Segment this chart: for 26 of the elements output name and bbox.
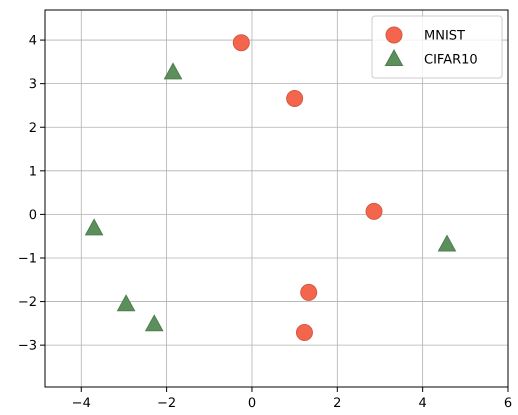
x-tick-label: −2 (157, 396, 176, 411)
point (145, 314, 164, 332)
y-tick-label: 1 (28, 164, 37, 180)
y-tick-label: 0 (28, 208, 37, 223)
y-tick-label: −2 (18, 295, 37, 310)
x-tick-label: 0 (248, 396, 256, 411)
point (85, 218, 104, 236)
y-tick-label: 2 (28, 120, 37, 136)
legend-label: MNIST (424, 28, 466, 44)
y-tick-label: −1 (18, 252, 37, 267)
y-tick-label: −3 (18, 338, 37, 354)
point (438, 234, 456, 252)
x-tick-label: 2 (333, 396, 342, 411)
point (366, 202, 383, 220)
point (286, 90, 304, 107)
point (164, 62, 182, 80)
x-tick-label: 6 (504, 396, 512, 411)
legend-label: CIFAR10 (424, 52, 478, 68)
point (300, 284, 318, 301)
point (117, 294, 136, 312)
x-tick-label: 4 (418, 396, 427, 411)
y-tick-label: 3 (28, 77, 37, 92)
y-tick-label: 4 (28, 34, 37, 49)
point (232, 34, 250, 52)
x-tick-label: −4 (72, 396, 91, 411)
point (296, 324, 313, 342)
